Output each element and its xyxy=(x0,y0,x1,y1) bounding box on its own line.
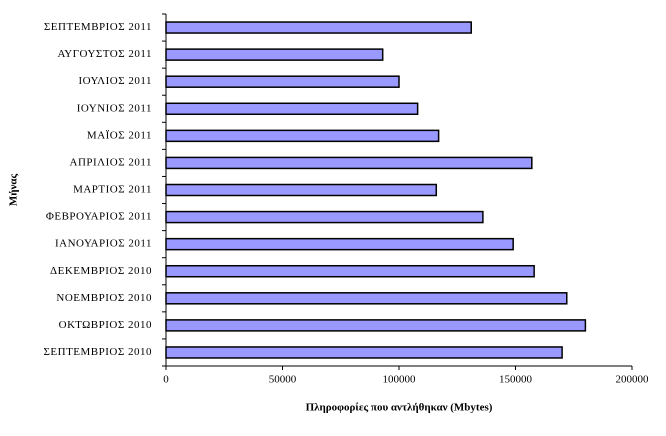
x-axis-label: Πληροφορίες που αντλήθηκαν (Mbytes) xyxy=(306,402,493,414)
y-tick-label: ΙΑΝΟΥΑΡΙΟΣ 2011 xyxy=(55,238,152,250)
bar xyxy=(165,183,438,197)
y-tick-label: ΣΕΠΤΕΜΒΡΙΟΣ 2011 xyxy=(44,21,152,33)
y-tick-label: ΑΠΡΙΛΙΟΣ 2011 xyxy=(70,156,153,168)
bar xyxy=(165,210,484,224)
y-tick-label: ΑΥΓΟΥΣΤΟΣ 2011 xyxy=(57,48,152,60)
x-tick-label: 100000 xyxy=(383,374,417,386)
bar xyxy=(165,102,419,116)
bar xyxy=(165,48,384,61)
y-tick-label: ΦΕΒΡΟΥΑΡΙΟΣ 2011 xyxy=(46,211,152,223)
y-tick-label: ΔΕΚΕΜΒΡΙΟΣ 2010 xyxy=(50,265,152,277)
bar xyxy=(165,292,568,305)
y-tick-label: ΜΑΪΟΣ 2011 xyxy=(87,129,152,141)
y-axis-label: Μήνας xyxy=(8,173,20,206)
bar xyxy=(165,75,400,88)
x-tick-label: 0 xyxy=(163,374,169,386)
y-tick-label: ΙΟΥΛΙΟΣ 2011 xyxy=(78,75,152,87)
bar xyxy=(165,319,587,332)
bar xyxy=(165,237,514,251)
bar xyxy=(165,264,535,278)
bar xyxy=(165,346,563,359)
y-tick-label: ΣΕΠΤΕΜΒΡΙΟΣ 2010 xyxy=(44,346,153,358)
x-tick-label: 150000 xyxy=(499,374,533,386)
bar xyxy=(165,156,533,170)
y-tick-label: ΜΑΡΤΙΟΣ 2011 xyxy=(73,184,152,196)
y-tick-label: ΟΚΤΩΒΡΙΟΣ 2010 xyxy=(59,319,152,331)
x-tick-label: 200000 xyxy=(616,374,650,386)
y-tick-label: ΝΟΕΜΒΡΙΟΣ 2010 xyxy=(56,292,152,304)
x-tick-label: 50000 xyxy=(269,374,297,386)
bar xyxy=(165,21,472,34)
bar xyxy=(165,129,440,143)
y-tick-label: ΙΟΥΝΙΟΣ 2011 xyxy=(77,102,152,114)
